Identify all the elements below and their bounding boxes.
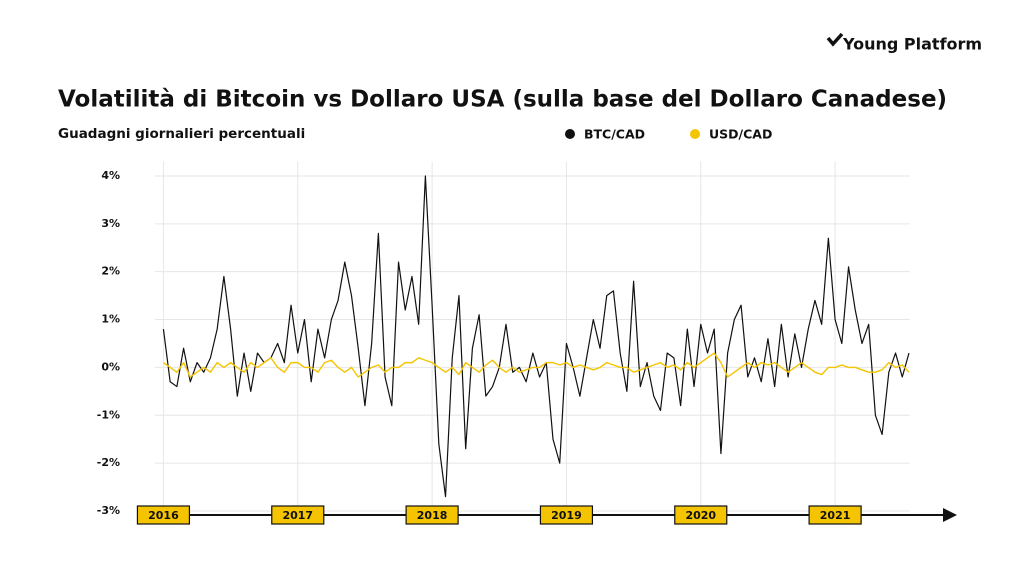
brand-logo: Young Platform <box>826 32 982 54</box>
x-tick-box <box>405 505 459 525</box>
y-tick-label: -1% <box>97 408 120 421</box>
y-tick-label: 3% <box>101 217 120 230</box>
x-tick-label: 2019 <box>551 509 582 522</box>
x-tick-box <box>136 505 191 525</box>
legend-label: BTC/CAD <box>584 127 645 142</box>
x-tick-label: 2017 <box>282 509 313 522</box>
legend: BTC/CAD USD/CAD <box>565 127 772 142</box>
x-tick-box <box>808 505 862 525</box>
y-tick-label: 2% <box>101 265 120 278</box>
y-tick-label: -2% <box>97 456 120 469</box>
x-axis-arrow <box>943 508 957 522</box>
plot <box>162 175 910 498</box>
x-tick-label: 2020 <box>685 509 716 522</box>
x-tick-label: 2018 <box>417 509 448 522</box>
logo-mark <box>826 32 844 47</box>
legend-marker <box>565 129 575 139</box>
x-tick-box <box>271 505 325 525</box>
y-tick-label: 4% <box>101 169 120 182</box>
y-tick-label: -3% <box>97 504 120 517</box>
chart-title: Volatilità di Bitcoin vs Dollaro USA (su… <box>58 87 947 113</box>
x-tick-box <box>539 505 594 525</box>
series-line <box>162 175 910 498</box>
y-tick-label: 0% <box>101 360 120 373</box>
x-tick-label: 2016 <box>148 509 179 522</box>
x-axis: 2016 2017 2018 2019 2020 2021 <box>136 505 957 525</box>
chart-subtitle: Guadagni giornalieri percentuali <box>58 126 305 142</box>
legend-marker <box>690 129 700 139</box>
brand-name: Young Platform <box>842 35 982 54</box>
y-tick-label: 1% <box>101 313 120 326</box>
series-line <box>163 352 910 378</box>
x-tick-label: 2021 <box>820 509 851 522</box>
x-tick-box <box>674 505 728 525</box>
legend-label: USD/CAD <box>709 127 772 142</box>
